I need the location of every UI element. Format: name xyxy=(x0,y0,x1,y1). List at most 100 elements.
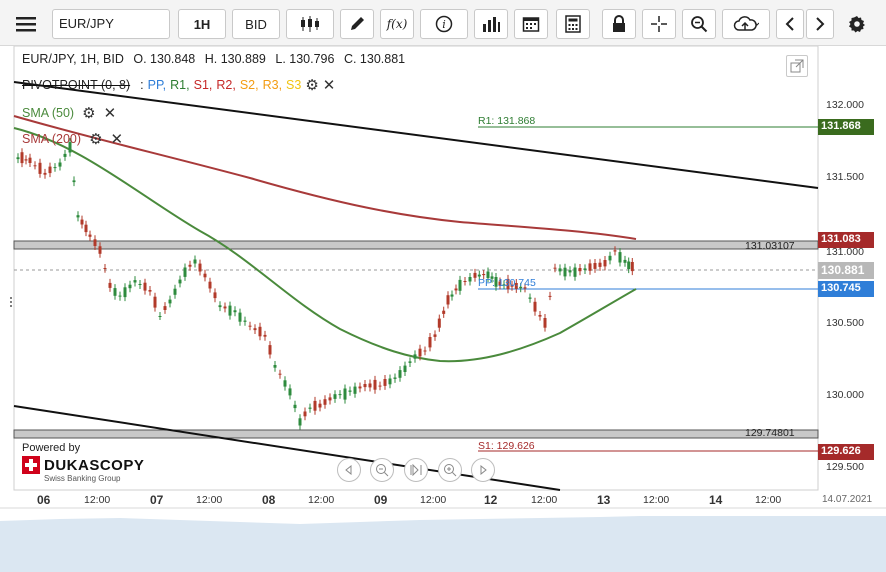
zoom-out-icon xyxy=(376,464,389,477)
s1-label: S1: 129.626 xyxy=(478,440,535,452)
lower-trendline xyxy=(13,405,561,491)
candle-body xyxy=(598,262,602,267)
lock-button[interactable] xyxy=(602,9,636,39)
zoom-button[interactable] xyxy=(682,9,716,39)
candle-body xyxy=(363,384,367,388)
candle-body xyxy=(603,260,607,267)
menu-button[interactable] xyxy=(8,9,44,39)
info-button[interactable]: i xyxy=(420,9,468,39)
crosshair-icon xyxy=(651,16,667,32)
hamburger-icon xyxy=(16,17,36,32)
candle-body xyxy=(123,287,127,298)
candle-body xyxy=(393,377,397,379)
candle-body xyxy=(128,284,132,289)
swiss-cross-icon xyxy=(22,456,40,474)
candle-body xyxy=(188,264,192,267)
scroll-right-button[interactable] xyxy=(806,9,834,39)
sma50-settings-icon[interactable]: ⚙ xyxy=(82,105,96,122)
sma200-price-tag: 131.083 xyxy=(818,232,874,248)
open-value: O. 130.848 xyxy=(133,52,196,66)
candle-body xyxy=(463,281,467,282)
candle-body xyxy=(84,224,88,233)
popout-icon xyxy=(790,59,804,73)
upper-channel-band xyxy=(13,240,819,250)
candle-body xyxy=(33,165,37,167)
candlestick-series xyxy=(16,138,634,430)
candle-body xyxy=(253,328,257,331)
lower-channel-band xyxy=(13,429,819,439)
reset-view-button[interactable] xyxy=(404,458,428,482)
candle-body xyxy=(593,263,597,269)
calendar-icon xyxy=(522,17,540,32)
sma200-label: SMA (200) xyxy=(22,132,82,146)
candle-body xyxy=(238,312,242,322)
candle-body xyxy=(563,267,567,277)
pivot-indicator-legend: PIVOTPOINT (0, 8) : PP, R1, S1, R2, S2, … xyxy=(22,76,335,94)
sma50-close-icon[interactable]: ✕ xyxy=(103,105,117,122)
zoom-out-button[interactable] xyxy=(370,458,394,482)
chart-type-button[interactable] xyxy=(286,9,334,39)
pp-price-tag: 130.745 xyxy=(818,281,874,297)
candle-body xyxy=(98,246,102,254)
y-tick-label: 130.000 xyxy=(826,389,864,401)
candle-body xyxy=(498,281,502,286)
low-value: L. 130.796 xyxy=(275,52,335,66)
candle-body xyxy=(108,282,112,288)
volume-button[interactable] xyxy=(474,9,508,39)
scroll-left-button[interactable] xyxy=(776,9,804,39)
candle-body xyxy=(233,310,237,313)
sma200-close-icon[interactable]: ✕ xyxy=(110,131,124,148)
sma200-legend: SMA (200) ⚙ ✕ xyxy=(22,130,123,148)
candle-body xyxy=(423,350,427,352)
candle-body xyxy=(63,153,67,157)
candle-body xyxy=(502,284,506,286)
nav-next-button[interactable] xyxy=(471,458,495,482)
candle-body xyxy=(268,345,272,355)
popout-button[interactable] xyxy=(786,55,808,77)
candle-body xyxy=(20,152,24,164)
symbol-input[interactable]: EUR/JPY xyxy=(52,9,170,39)
toolbar: EUR/JPY 1H BID f(x) i xyxy=(0,0,886,46)
candle-body xyxy=(523,287,527,289)
close-value: C. 130.881 xyxy=(343,52,406,66)
y-tick-label: 131.000 xyxy=(826,246,864,258)
cloud-upload-button[interactable] xyxy=(722,9,770,39)
pivot-close-icon[interactable]: ✕ xyxy=(322,77,336,94)
crosshair-button[interactable] xyxy=(642,9,676,39)
candle-body xyxy=(608,255,612,261)
candle-body xyxy=(263,334,267,337)
timeframe-button[interactable]: 1H xyxy=(178,9,226,39)
functions-button[interactable]: f(x) xyxy=(380,9,414,39)
calendar-button[interactable] xyxy=(514,9,548,39)
x-tick-label: 14.07.2021 xyxy=(822,494,873,505)
candle-body xyxy=(72,180,76,183)
candle-body xyxy=(248,325,252,327)
draw-button[interactable] xyxy=(340,9,374,39)
candle-body xyxy=(588,263,592,271)
cloud-upload-icon xyxy=(733,16,759,31)
candle-body xyxy=(158,316,162,317)
candle-body xyxy=(213,292,217,299)
pivot-settings-icon[interactable]: ⚙ xyxy=(305,77,319,94)
price-chart[interactable] xyxy=(0,46,886,572)
candle-body xyxy=(413,354,417,359)
candle-body xyxy=(303,411,307,417)
price-type-button[interactable]: BID xyxy=(232,9,280,39)
candle-body xyxy=(418,348,422,357)
candle-body xyxy=(568,270,572,273)
candlestick-icon xyxy=(301,16,319,32)
calculator-button[interactable] xyxy=(556,9,590,39)
pivot-level-r1: R1, xyxy=(170,78,190,92)
sma200-settings-icon[interactable]: ⚙ xyxy=(89,131,103,148)
candle-body xyxy=(58,162,62,167)
candle-body xyxy=(308,407,312,409)
settings-button[interactable] xyxy=(842,9,872,39)
candle-body xyxy=(473,272,477,278)
candle-body xyxy=(24,159,28,161)
candle-body xyxy=(543,318,547,328)
candle-body xyxy=(490,276,494,279)
nav-prev-button[interactable] xyxy=(337,458,361,482)
resize-handle[interactable] xyxy=(10,297,12,307)
candle-body xyxy=(383,379,387,386)
zoom-in-button[interactable] xyxy=(438,458,462,482)
